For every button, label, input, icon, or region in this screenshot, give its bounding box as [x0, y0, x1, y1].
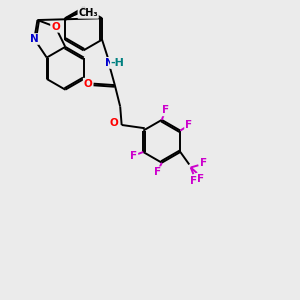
Text: N: N: [105, 58, 114, 68]
Text: CH₃: CH₃: [78, 8, 98, 18]
Text: F: F: [162, 105, 169, 116]
Text: F: F: [154, 167, 161, 177]
Text: -H: -H: [111, 58, 125, 68]
Text: O: O: [51, 22, 60, 32]
Text: F: F: [185, 120, 192, 130]
Text: F: F: [200, 158, 207, 168]
Text: N: N: [30, 34, 39, 44]
Text: O: O: [84, 79, 92, 88]
Text: F: F: [197, 174, 204, 184]
Text: O: O: [110, 118, 118, 128]
Text: F: F: [130, 151, 137, 160]
Text: F: F: [190, 176, 197, 186]
